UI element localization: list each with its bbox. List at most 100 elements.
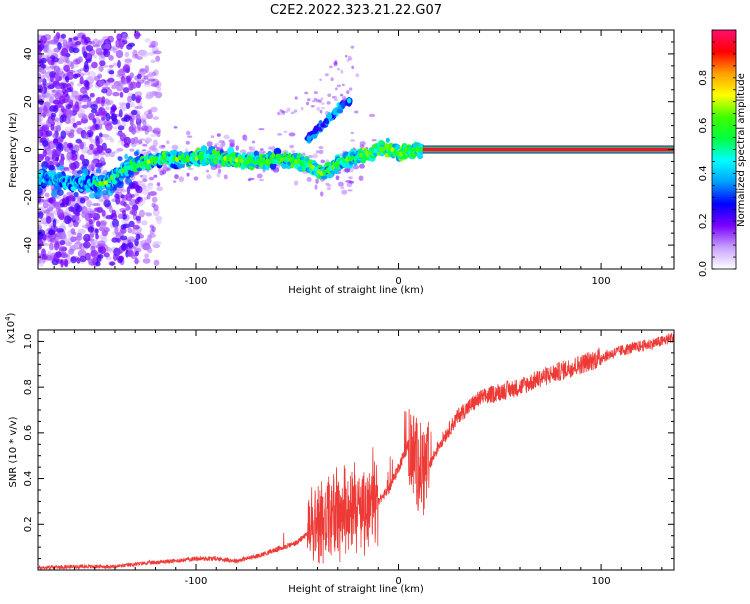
spectrogram-speckle [258, 128, 265, 131]
spectrogram-speckle [117, 60, 121, 69]
spectrogram-speckle [173, 126, 178, 129]
spectrogram-speckle [320, 102, 325, 105]
spectrogram-speckle [127, 242, 134, 248]
spectrogram-speckle [333, 61, 337, 65]
spectrogram-speckle [268, 146, 273, 150]
spectrogram-speckle [341, 189, 348, 195]
spectrogram-speckle [74, 73, 81, 78]
spectrogram-speckle [151, 202, 156, 208]
spectrogram-speckle [143, 83, 152, 88]
spectrogram-speckle [38, 117, 44, 122]
spectrogram-speckle [59, 158, 64, 166]
spectrogram-speckle [79, 197, 86, 204]
spectrogram-ridge-core [237, 156, 242, 161]
spectrogram-speckle [120, 235, 128, 241]
spectrogram-speckle [174, 174, 179, 180]
spectrogram-ridge-blob [253, 150, 259, 157]
spectrogram-speckle [290, 111, 295, 115]
spectrogram-speckle [108, 55, 114, 61]
spectrogram-speckle [185, 130, 191, 136]
spectrogram-speckle [340, 93, 344, 97]
spectrogram-speckle [72, 160, 80, 169]
spectrogram-speckle [56, 208, 64, 218]
spectrogram-speckle [122, 223, 130, 229]
spectrogram-speckle [148, 71, 155, 79]
spectrogram-speckle [73, 36, 79, 41]
spectrogram-speckle [235, 145, 240, 151]
spectrogram-ridge-core [313, 166, 318, 172]
spectrogram-speckle [99, 60, 106, 67]
spectrogram-speckle [186, 172, 190, 177]
spectrogram-speckle [53, 35, 58, 44]
spectrogram-speckle [129, 117, 134, 127]
spectrogram-speckle [76, 170, 83, 175]
spectrogram-ridge-core [353, 155, 358, 161]
spectrogram-speckle [52, 133, 57, 139]
spectrogram-speckle [156, 87, 162, 91]
spectrogram-speckle [113, 253, 118, 261]
spectrogram-speckle [137, 196, 142, 202]
spectrogram-speckle [65, 76, 70, 83]
spectrogram-speckle [65, 104, 72, 110]
spectrogram-speckle [63, 55, 68, 63]
spectrogram-speckle [221, 141, 226, 147]
spectrogram-speckle [152, 116, 160, 120]
spectrogram-speckle [125, 192, 133, 202]
spectrogram-speckle [92, 44, 101, 48]
spectrogram-speckle [251, 146, 256, 151]
spectrogram-speckle [105, 99, 114, 106]
spectrogram-speckle [75, 41, 82, 46]
spectrogram-speckle [319, 109, 323, 114]
spectrogram-speckle [101, 116, 106, 121]
spectrogram-speckle [105, 112, 111, 122]
spectrogram-speckle [42, 149, 48, 157]
spectrogram-speckle [41, 160, 49, 170]
spectrogram-speckle [320, 191, 324, 197]
spectrogram-speckle [50, 123, 55, 131]
spectrogram-speckle [350, 45, 355, 49]
spectrogram-speckle [136, 180, 143, 184]
spectrogram-speckle [144, 253, 150, 259]
spectrogram-speckle [127, 95, 133, 103]
spectrogram-speckle [88, 192, 96, 199]
spectrogram-speckle [94, 116, 100, 120]
spectrogram-speckle [132, 53, 140, 60]
spectrogram-speckle [91, 61, 98, 69]
spectrogram-speckle [119, 41, 125, 47]
spectrogram-speckle [122, 87, 130, 94]
colorbar-ticks: 0.0 0.2 0.4 0.6 0.8 [698, 29, 736, 277]
spectrogram-speckle [156, 182, 161, 187]
spectrogram-speckle [38, 245, 42, 250]
spectrogram-ridge-core [115, 172, 120, 178]
spectrogram-ridge-core [285, 157, 290, 163]
spectrogram-speckle [70, 236, 77, 243]
spectrogram-speckle [161, 144, 166, 148]
spectrogram-speckle [95, 162, 103, 168]
spectrogram-ridge-core [106, 178, 111, 184]
spectrogram-speckle [57, 189, 64, 196]
spectrogram-speckle [70, 206, 74, 213]
spectrogram-speckle [92, 38, 100, 47]
spectrogram-speckle [45, 254, 53, 261]
spectrogram-speckle [320, 159, 326, 164]
spectrogram-speckle [96, 220, 101, 227]
spectrogram-speckle [42, 139, 49, 147]
spectrogram-speckle [125, 77, 131, 84]
spectrogram-speckle [284, 110, 288, 114]
spectrogram-speckle [150, 106, 158, 113]
spectrogram-ridge-blob [269, 162, 277, 170]
spectrogram-speckle [149, 224, 155, 229]
spectrogram-speckle [105, 106, 110, 111]
spectrogram-speckle [47, 229, 56, 236]
spectrogram-ridge-core [296, 158, 301, 164]
spectrogram-speckle [134, 250, 140, 257]
spectrogram-speckle [96, 206, 104, 214]
spectrogram-speckle [72, 47, 80, 54]
spectrogram-speckle [59, 239, 66, 246]
spectrogram-speckle [178, 176, 185, 182]
spectrogram-speckle [98, 107, 106, 116]
spectrogram-speckle [38, 229, 46, 237]
spectrogram-speckle [117, 156, 123, 162]
spectrogram-speckle [38, 153, 45, 162]
